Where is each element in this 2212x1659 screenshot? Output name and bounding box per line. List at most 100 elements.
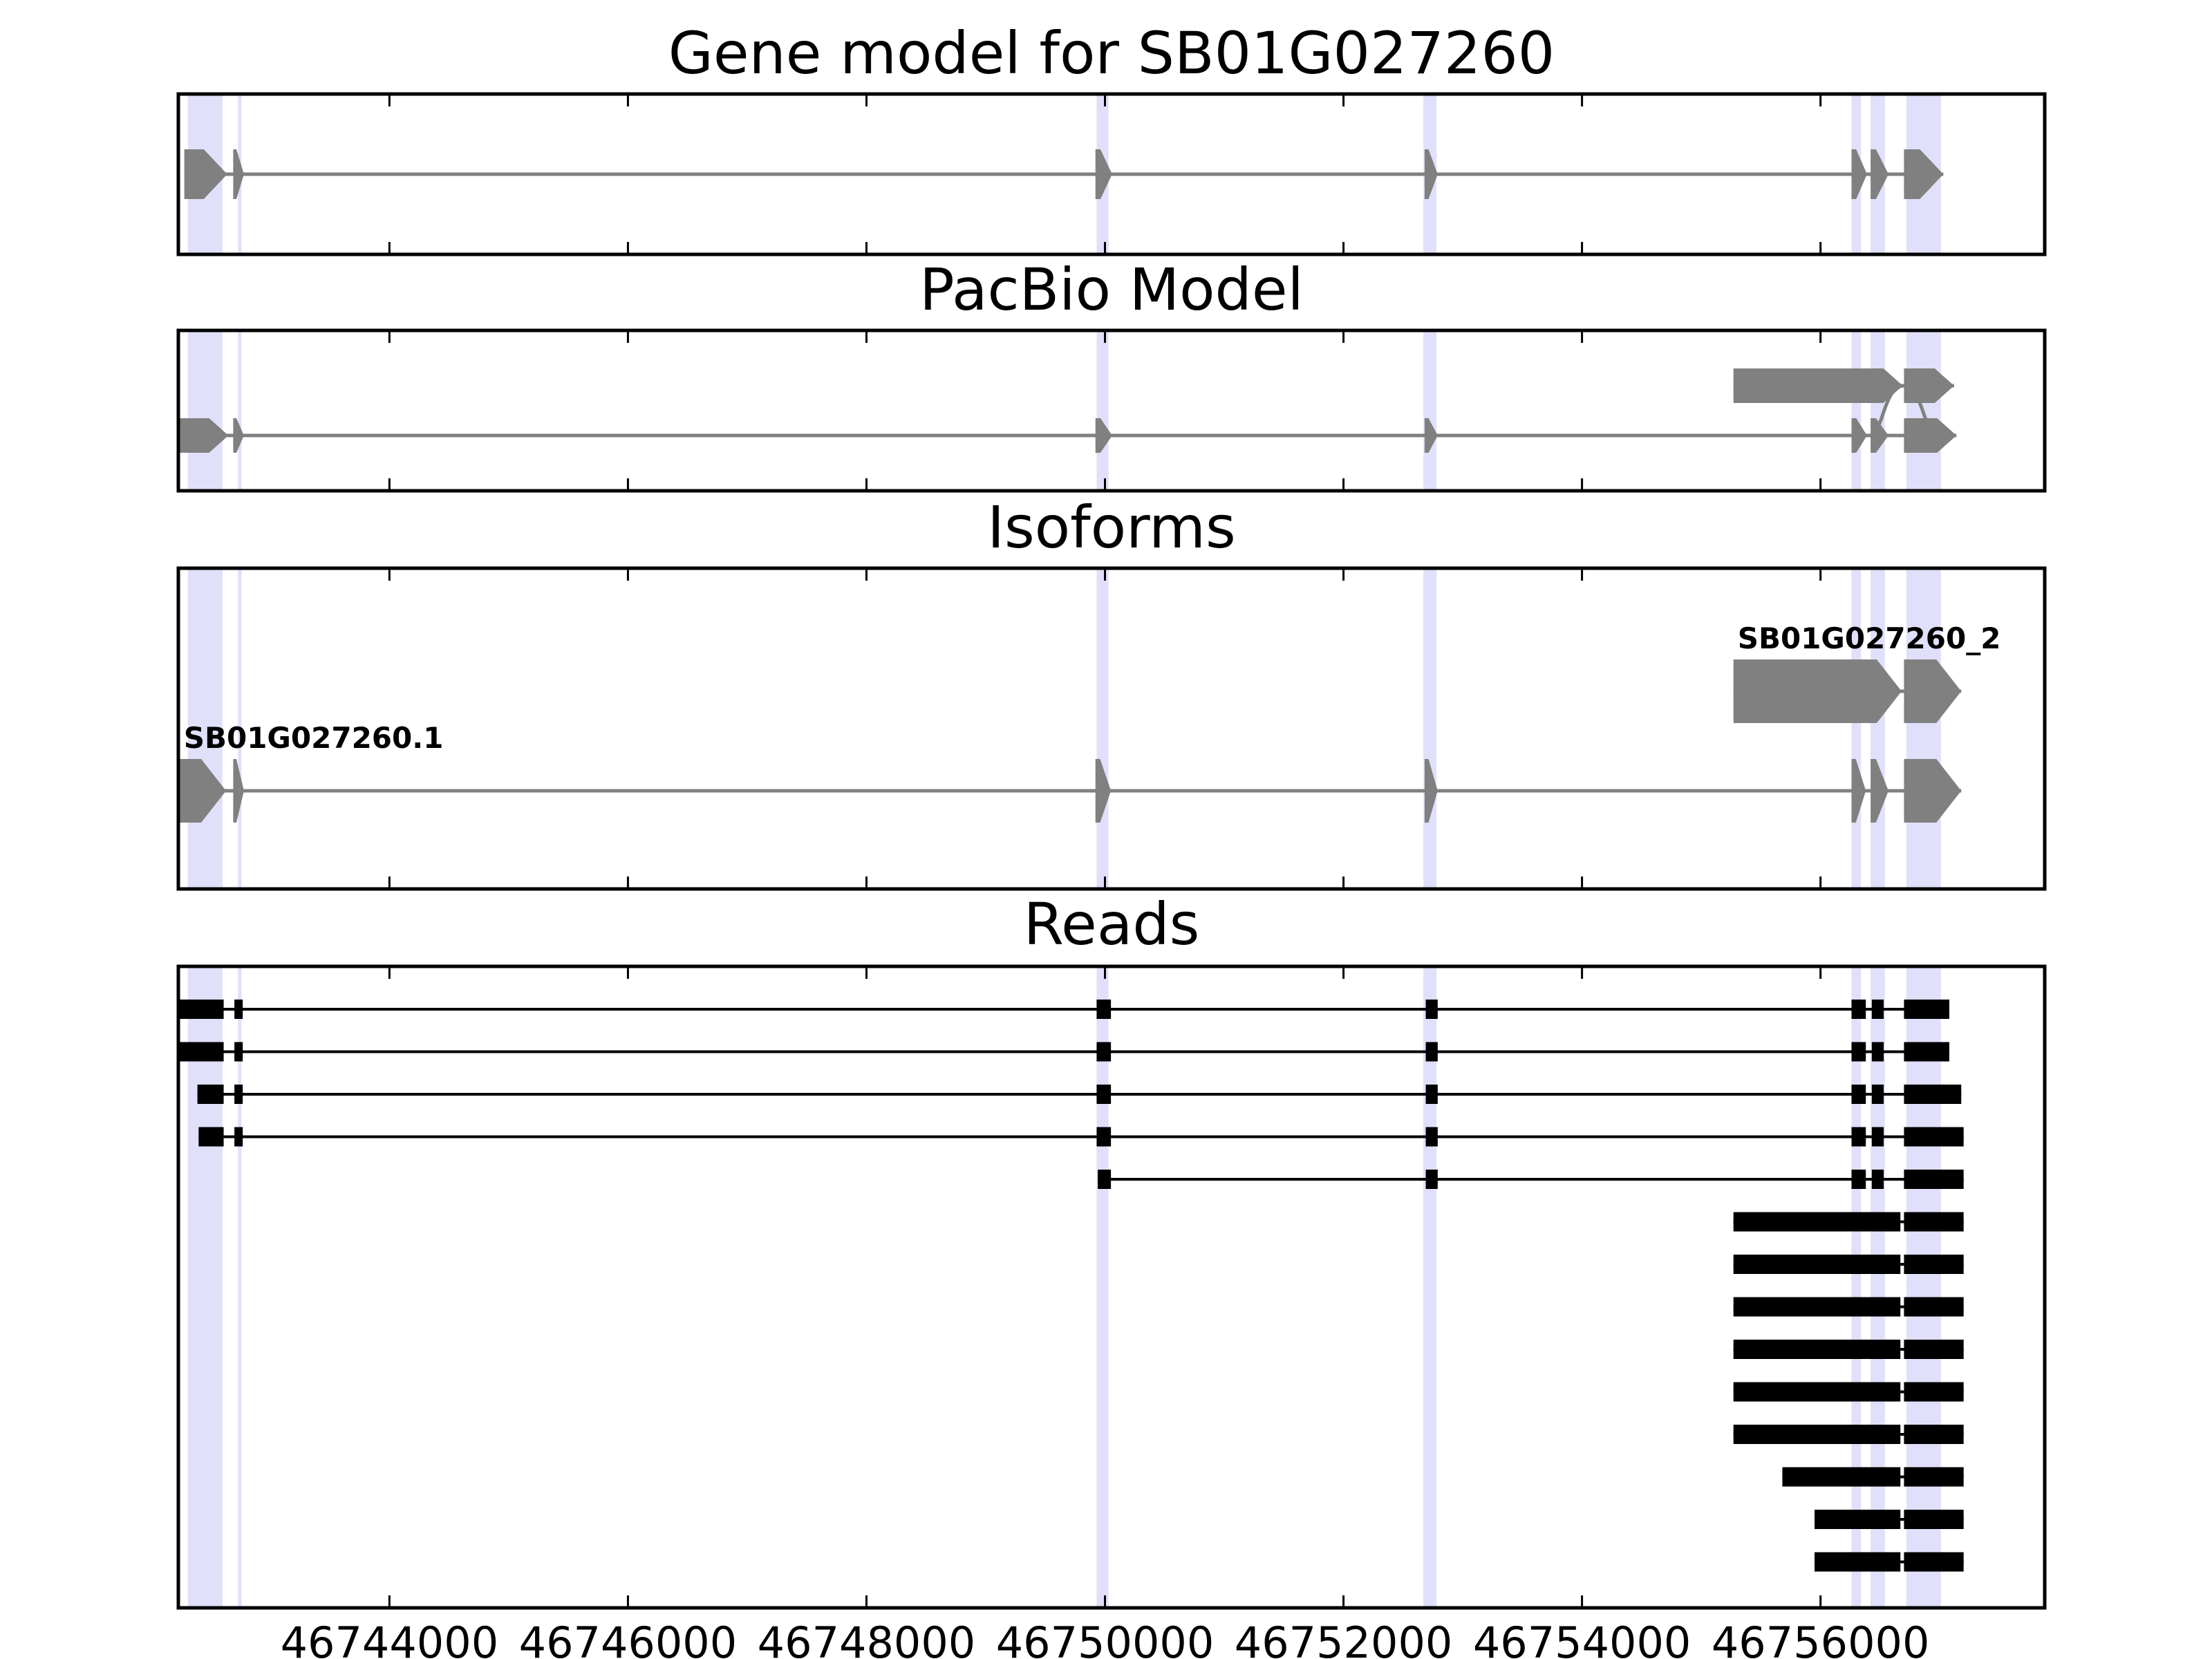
exon-block bbox=[1424, 149, 1438, 199]
read-exon bbox=[1904, 1425, 1964, 1444]
read-exon bbox=[1871, 1000, 1884, 1019]
read-exon bbox=[1871, 1510, 1884, 1529]
read-exon bbox=[1871, 1297, 1884, 1317]
exon-highlight-band bbox=[1096, 966, 1109, 1608]
read-exon bbox=[1425, 1127, 1438, 1147]
read-exon bbox=[234, 1085, 243, 1104]
panel-frame bbox=[176, 566, 2047, 891]
exon-highlight-band bbox=[238, 330, 242, 491]
read-track bbox=[1815, 1552, 1964, 1572]
read-track bbox=[1733, 1382, 1964, 1402]
transcript-track bbox=[1733, 368, 1954, 438]
read-exon bbox=[1871, 1042, 1884, 1062]
exon-block bbox=[1904, 759, 1962, 823]
read-exon bbox=[1425, 1170, 1438, 1189]
read-exon bbox=[1904, 1467, 1964, 1487]
exon-highlight-band bbox=[238, 568, 242, 889]
panel-2: Isoforms SB01G027260_2 SB01G027260.1 bbox=[176, 494, 2047, 891]
exon-block bbox=[179, 759, 227, 823]
read-exon bbox=[1904, 1510, 1964, 1529]
exon-block bbox=[1733, 659, 1902, 723]
read-exon bbox=[1851, 1170, 1866, 1189]
read-exon bbox=[1851, 1042, 1866, 1062]
exon-block bbox=[1871, 418, 1888, 453]
read-track bbox=[1733, 1425, 1964, 1444]
transcript-track bbox=[184, 149, 1944, 199]
exon-block bbox=[1095, 149, 1112, 199]
panel-frame bbox=[176, 92, 2047, 256]
panel-title: PacBio Model bbox=[919, 256, 1304, 324]
exon-block bbox=[1871, 659, 1886, 723]
read-exon bbox=[1871, 1212, 1884, 1232]
read-exon bbox=[1096, 1085, 1112, 1104]
panel-title: Gene model for SB01G027260 bbox=[668, 19, 1555, 87]
read-exon bbox=[1096, 1042, 1112, 1062]
exon-block bbox=[1904, 418, 1957, 453]
x-tick-label: 46744000 bbox=[281, 1618, 499, 1659]
read-track bbox=[1733, 1212, 1964, 1232]
read-exon bbox=[179, 1042, 224, 1062]
exon-highlight-band bbox=[1871, 568, 1885, 889]
panel-frame bbox=[176, 328, 2047, 493]
exon-block bbox=[233, 418, 244, 453]
read-track bbox=[198, 1127, 1964, 1147]
read-track bbox=[1782, 1467, 1964, 1487]
panel-1: PacBio Model bbox=[176, 256, 2047, 493]
read-exon bbox=[1871, 1425, 1884, 1444]
exon-block bbox=[184, 149, 227, 199]
exon-highlight-band bbox=[1851, 966, 1862, 1608]
read-exon bbox=[1904, 1170, 1964, 1189]
exon-highlight-band bbox=[1096, 568, 1109, 889]
exon-block bbox=[1851, 759, 1866, 823]
read-exon bbox=[1871, 1085, 1884, 1104]
exon-highlight-band bbox=[1423, 330, 1437, 491]
read-exon bbox=[1871, 1170, 1884, 1189]
x-tick-label: 46748000 bbox=[758, 1618, 976, 1659]
x-tick-label: 46756000 bbox=[1712, 1618, 1930, 1659]
panel-title: Isoforms bbox=[987, 494, 1236, 561]
read-track bbox=[1098, 1170, 1964, 1189]
read-track bbox=[1733, 1297, 1964, 1317]
exon-highlight-band bbox=[1871, 966, 1885, 1608]
panel-title: Reads bbox=[1024, 890, 1200, 958]
exon-highlight-band bbox=[187, 568, 223, 889]
read-exon bbox=[1851, 1000, 1866, 1019]
read-exon bbox=[1904, 1085, 1962, 1104]
panel-3: Reads 46744000 46746000 46748000 46750000 467… bbox=[176, 890, 2047, 1659]
exon-highlight-band bbox=[1423, 568, 1437, 889]
exon-block bbox=[1095, 759, 1112, 823]
exon-block bbox=[1871, 759, 1888, 823]
exon-highlight-band bbox=[1851, 568, 1862, 889]
read-exon bbox=[1904, 1127, 1964, 1147]
read-exon bbox=[1425, 1042, 1438, 1062]
read-exon bbox=[234, 1000, 243, 1019]
exon-block bbox=[1733, 368, 1903, 403]
read-exon bbox=[234, 1042, 243, 1062]
read-exon bbox=[1871, 1382, 1884, 1402]
exon-block bbox=[1424, 759, 1438, 823]
exon-highlight-band bbox=[1906, 966, 1941, 1608]
transcript-track: SB01G027260.1 bbox=[179, 721, 1962, 823]
x-tick-label: 46752000 bbox=[1235, 1618, 1453, 1659]
exon-block bbox=[1904, 659, 1962, 723]
read-exon bbox=[179, 1000, 224, 1019]
read-exon bbox=[1425, 1000, 1438, 1019]
panel-frame bbox=[176, 964, 2047, 1610]
isoform-label: SB01G027260.1 bbox=[184, 721, 444, 755]
read-exon bbox=[1815, 1552, 1901, 1572]
exon-block bbox=[1871, 149, 1888, 199]
exon-highlight-band bbox=[1096, 330, 1109, 491]
exon-highlight-band bbox=[238, 966, 242, 1608]
exon-block bbox=[1904, 368, 1954, 403]
read-exon bbox=[1871, 1467, 1884, 1487]
read-exon bbox=[1851, 1085, 1866, 1104]
read-exon bbox=[1871, 1255, 1884, 1274]
read-exon bbox=[234, 1127, 243, 1147]
read-exon bbox=[1904, 1340, 1964, 1359]
read-exon bbox=[1904, 1297, 1964, 1317]
read-exon bbox=[1871, 1552, 1884, 1572]
read-exon bbox=[1425, 1085, 1438, 1104]
read-exon bbox=[1871, 1340, 1884, 1359]
read-exon bbox=[198, 1127, 224, 1147]
read-exon bbox=[1904, 1382, 1964, 1402]
